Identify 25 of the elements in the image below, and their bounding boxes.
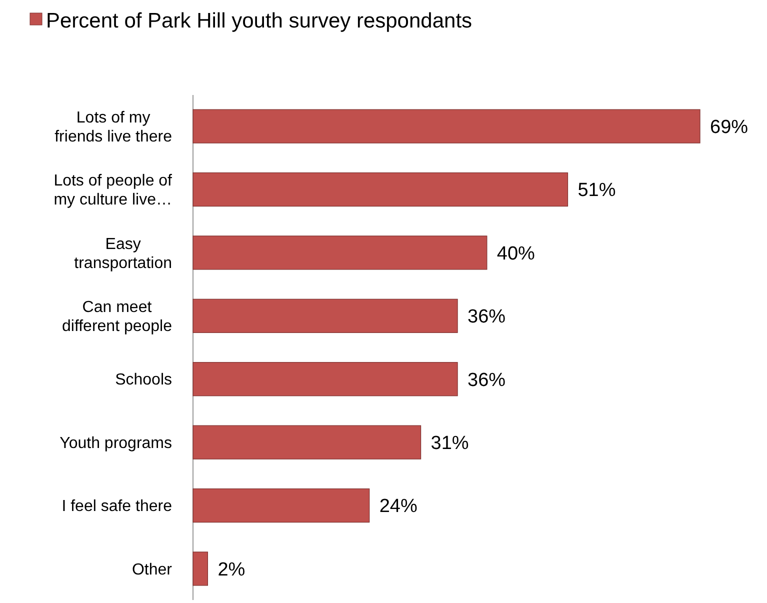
bar <box>192 425 422 460</box>
y-tick-label: Other <box>132 561 173 578</box>
data-label: 51% <box>578 180 616 202</box>
legend-label: Percent of Park Hill youth survey respondants <box>46 9 472 32</box>
bar <box>192 552 208 586</box>
bar <box>192 488 370 523</box>
y-tick-label: Schools <box>115 372 172 389</box>
bar <box>192 298 458 333</box>
bar <box>192 172 568 207</box>
y-tick-label: I feel safe there <box>62 498 172 516</box>
y-tick-label: Lots of my friends live there <box>54 109 172 146</box>
bar <box>192 236 488 270</box>
data-label: 36% <box>468 370 506 391</box>
bar <box>192 362 458 396</box>
y-tick-label: Can meet different people <box>62 299 172 335</box>
data-label: 69% <box>710 116 748 138</box>
y-tick-label: Youth programs <box>60 434 172 452</box>
bar <box>192 109 700 144</box>
y-tick-label: Easy transportation <box>74 236 172 272</box>
data-label: 40% <box>496 243 536 264</box>
data-label: 24% <box>379 496 418 518</box>
data-label: 2% <box>218 559 246 580</box>
y-tick-label: Lots of people of my culture live… <box>54 172 173 209</box>
data-label: 31% <box>430 432 469 454</box>
data-label: 36% <box>468 306 506 328</box>
